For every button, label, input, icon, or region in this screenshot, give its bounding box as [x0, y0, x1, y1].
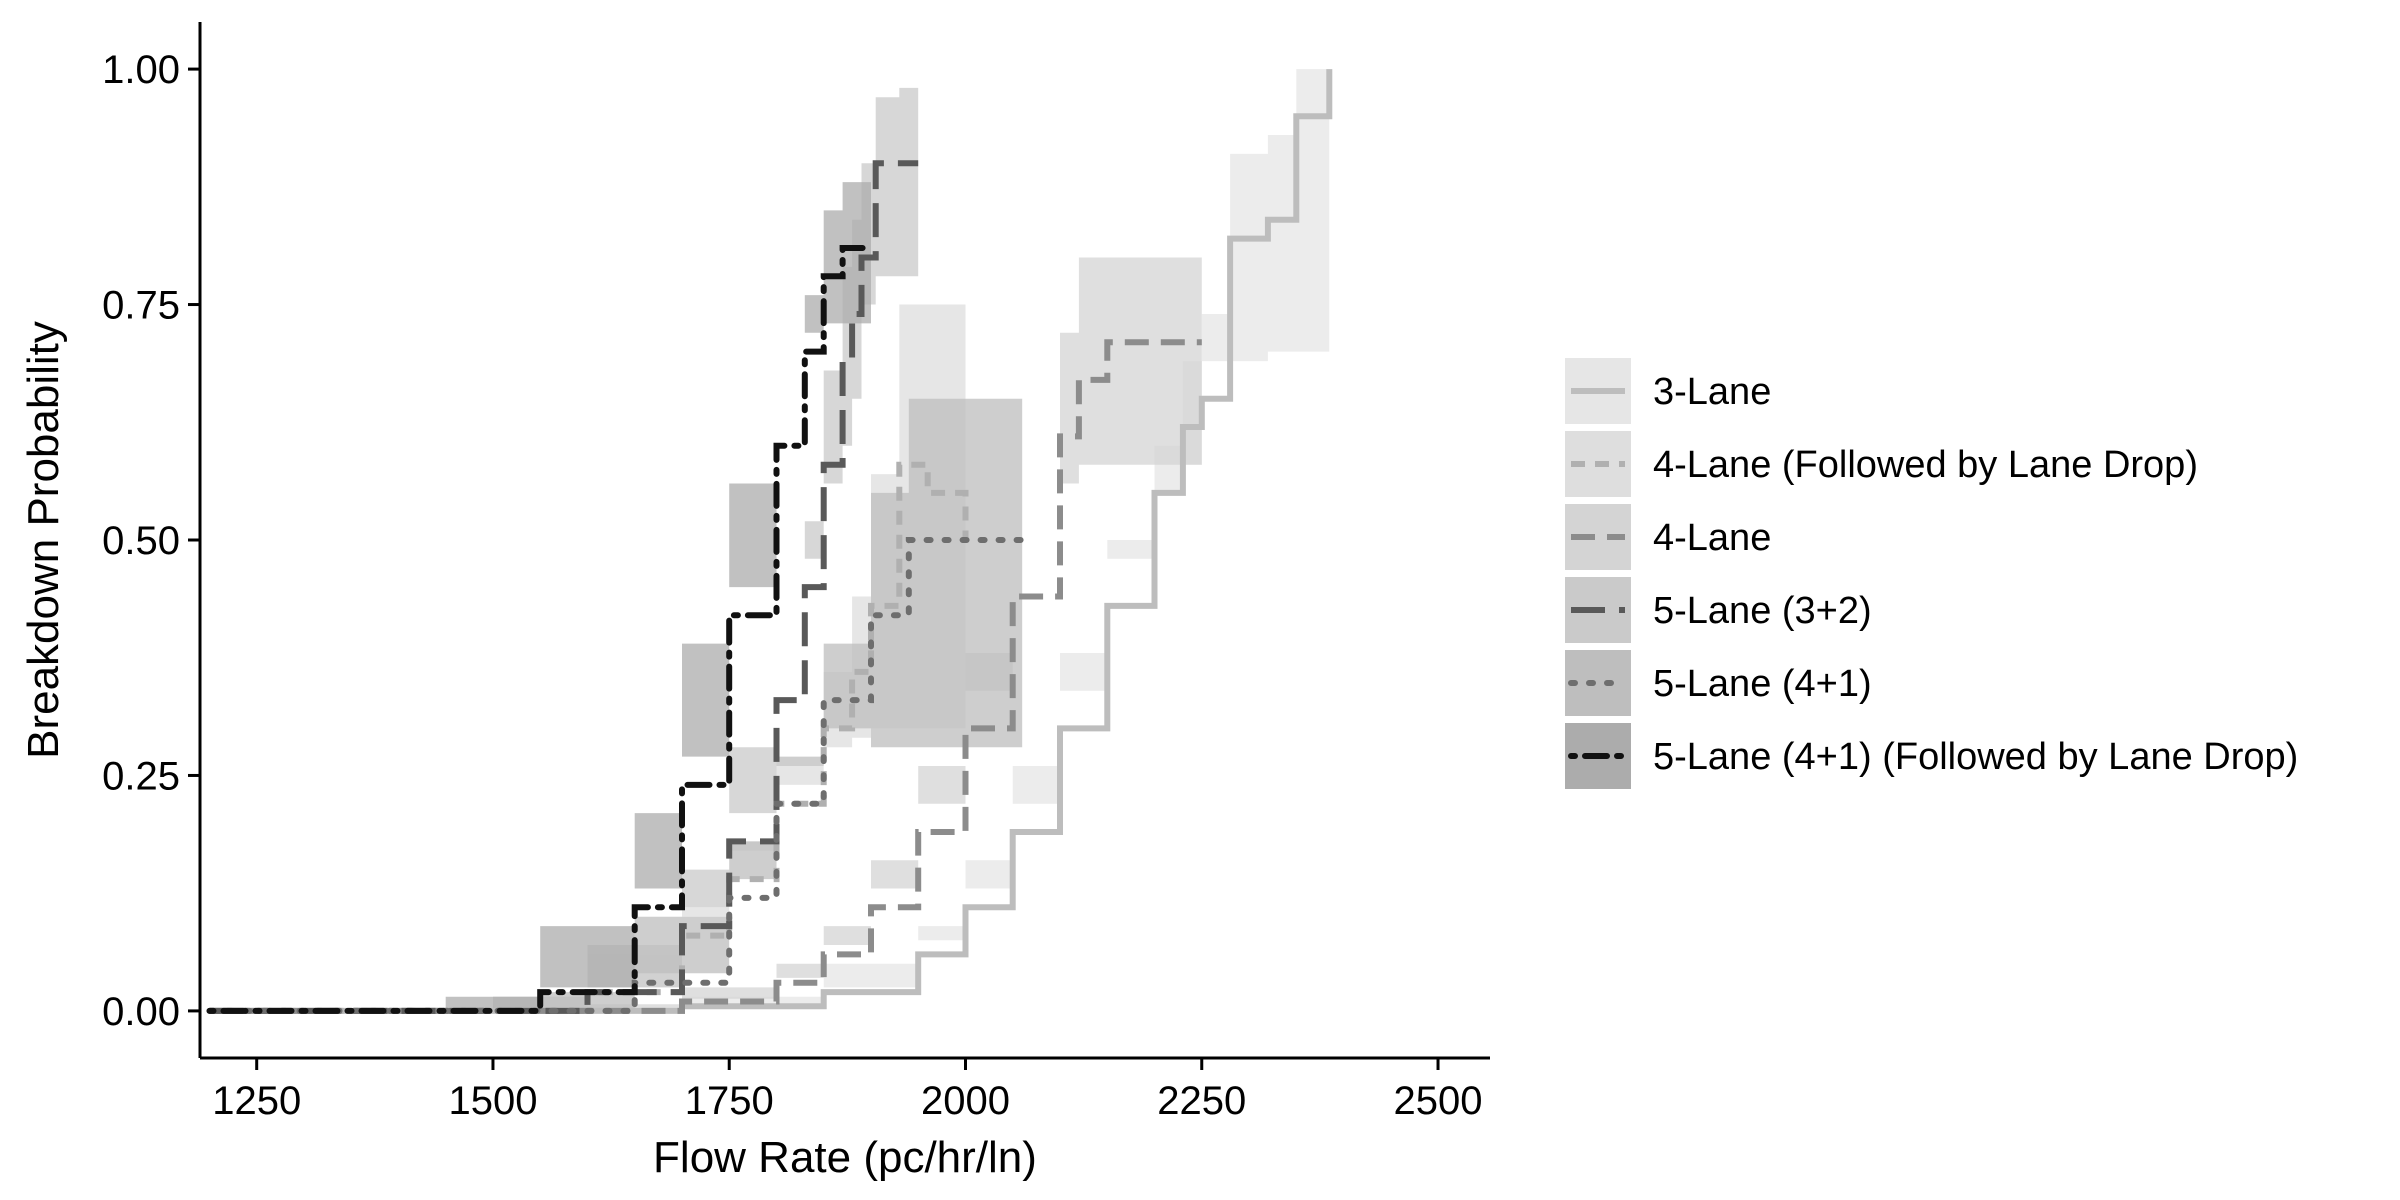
y-axis-title: Breakdown Probability: [19, 321, 68, 759]
legend-label-5: 5-Lane (4+1) (Followed by Lane Drop): [1653, 736, 2298, 778]
confidence-band-0: [209, 69, 1330, 1011]
x-tick-label: 2500: [1394, 1079, 1483, 1123]
y-tick-label: 1.00: [102, 48, 180, 92]
y-tick-label: 0.25: [102, 754, 180, 798]
legend-label-1: 4-Lane (Followed by Lane Drop): [1653, 444, 2198, 486]
confidence-band-3: [209, 87, 919, 1011]
confidence-bands: [209, 69, 1330, 1011]
confidence-band-5: [209, 182, 871, 1011]
x-tick-label: 1750: [685, 1079, 774, 1123]
y-axis-ticks: 0.00 0.25 0.50 0.75 1.00: [102, 48, 200, 1034]
series-line-2: [209, 339, 1202, 1014]
series-lines: [206, 69, 1333, 1014]
series-line-3: [209, 160, 919, 1014]
x-axis-ticks: 1250 1500 1750 2000 2250 2500: [212, 1058, 1483, 1123]
y-tick-label: 0.50: [102, 519, 180, 563]
x-tick-label: 1250: [212, 1079, 301, 1123]
legend-label-2: 4-Lane: [1653, 517, 1771, 559]
x-axis-title: Flow Rate (pc/hr/ln): [653, 1133, 1037, 1182]
x-tick-label: 2000: [921, 1079, 1010, 1123]
y-tick-label: 0.00: [102, 990, 180, 1034]
legend-label-0: 3-Lane: [1653, 371, 1771, 413]
series-line-5: [206, 245, 874, 1014]
series-line-0: [209, 69, 1333, 1014]
legend-label-4: 5-Lane (4+1): [1653, 663, 1872, 705]
series-line-4: [206, 537, 1026, 1014]
x-tick-label: 1500: [448, 1079, 537, 1123]
y-tick-label: 0.75: [102, 284, 180, 328]
confidence-band-2: [209, 257, 1202, 1011]
legend: 3-Lane 4-Lane (Followed by Lane Drop) 4-La…: [1565, 358, 2298, 789]
legend-label-3: 5-Lane (3+2): [1653, 590, 1872, 632]
confidence-band-4: [209, 398, 1023, 1011]
x-tick-label: 2250: [1157, 1079, 1246, 1123]
